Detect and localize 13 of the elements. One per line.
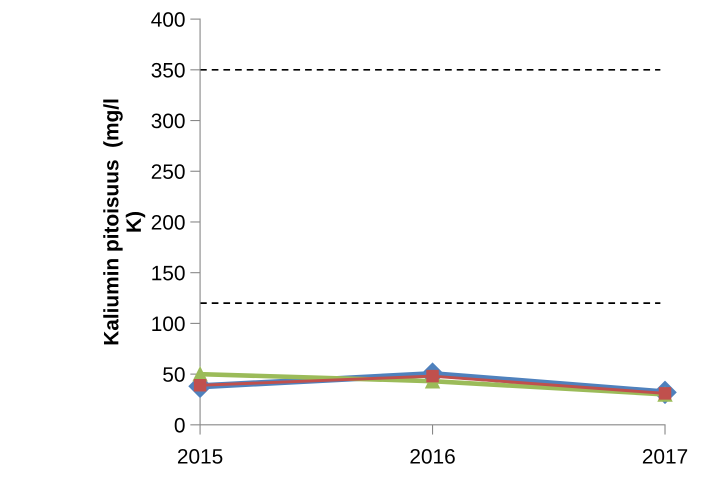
y-tick-label: 250: [152, 164, 185, 180]
x-tick-label: 2015: [178, 448, 222, 464]
y-tick-label: 150: [152, 266, 185, 280]
y-tick-label: 400: [151, 12, 185, 27]
y-tick-label: 0: [174, 418, 185, 433]
y-tick-label: 200: [152, 214, 185, 230]
y-tick-label: 100: [152, 316, 185, 332]
y-tick-label: 50: [163, 367, 185, 382]
x-tick-label: 2017: [642, 448, 688, 464]
y-tick-label: 300: [152, 114, 185, 128]
y-axis-title: Kaliumin pitoisuus (mg/l K): [103, 100, 146, 344]
x-tick-label: 2016: [410, 448, 455, 464]
y-tick-label: 350: [152, 62, 185, 78]
